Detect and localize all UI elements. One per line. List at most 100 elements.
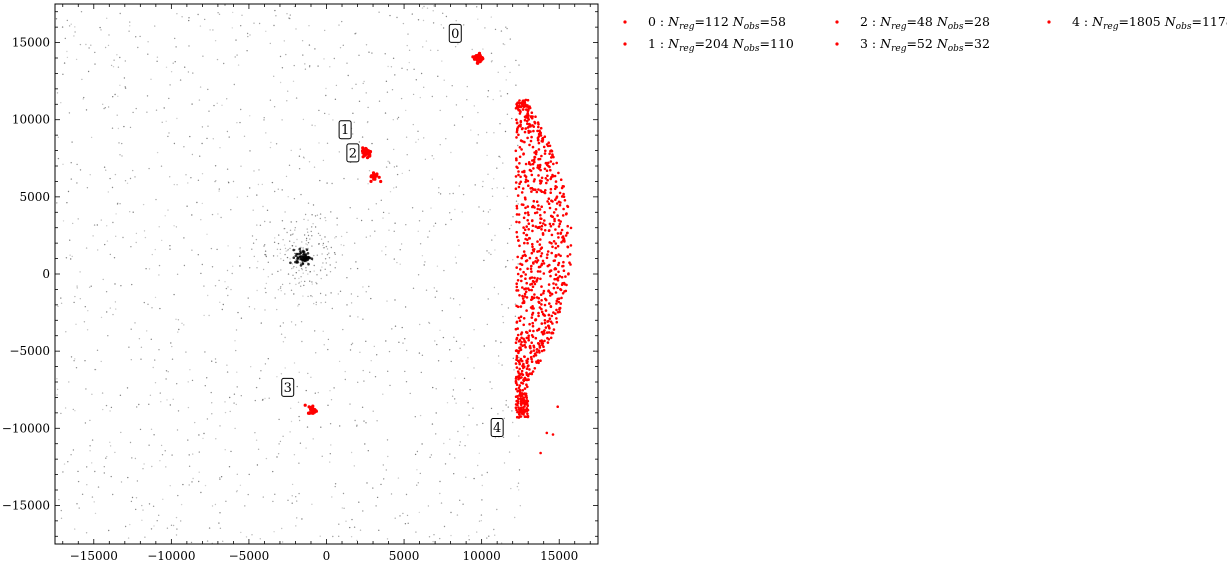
background-point bbox=[302, 54, 304, 56]
background-point bbox=[305, 257, 309, 260]
region-point bbox=[532, 167, 535, 170]
background-point bbox=[293, 198, 296, 200]
region-point bbox=[526, 238, 529, 242]
region-point bbox=[524, 162, 528, 166]
background-point bbox=[298, 168, 301, 170]
background-point bbox=[239, 121, 241, 124]
background-point bbox=[439, 492, 441, 495]
background-point bbox=[285, 53, 287, 56]
region-point bbox=[554, 254, 558, 258]
background-point bbox=[227, 181, 230, 183]
region-point bbox=[553, 187, 557, 191]
background-point bbox=[155, 198, 157, 201]
background-point bbox=[65, 257, 68, 259]
region-point bbox=[526, 364, 530, 368]
background-point bbox=[256, 267, 258, 269]
background-point bbox=[459, 316, 461, 319]
region-point bbox=[540, 228, 543, 231]
region-point bbox=[523, 241, 526, 245]
background-point bbox=[408, 49, 411, 51]
region-point bbox=[534, 318, 537, 321]
background-point bbox=[518, 356, 520, 359]
background-point bbox=[224, 4, 226, 6]
background-point bbox=[298, 462, 300, 464]
background-point bbox=[292, 256, 296, 260]
background-point bbox=[416, 469, 418, 471]
region-point bbox=[521, 389, 525, 392]
background-point bbox=[77, 218, 79, 220]
background-point bbox=[277, 289, 280, 291]
background-point bbox=[265, 254, 267, 256]
background-point bbox=[225, 500, 227, 502]
background-point bbox=[385, 80, 388, 83]
background-point bbox=[299, 261, 301, 264]
background-point bbox=[292, 274, 294, 276]
background-point bbox=[299, 251, 303, 255]
background-point bbox=[365, 44, 368, 46]
background-point bbox=[100, 316, 103, 319]
background-point bbox=[168, 132, 170, 134]
background-point bbox=[404, 306, 407, 308]
background-point bbox=[305, 237, 308, 240]
region-point bbox=[538, 301, 541, 305]
background-point bbox=[129, 523, 131, 526]
svg-text:2 : Nreg=48 Nobs=28: 2 : Nreg=48 Nobs=28 bbox=[860, 14, 990, 32]
background-point bbox=[119, 84, 121, 87]
background-point bbox=[206, 233, 208, 235]
region-point bbox=[540, 217, 543, 221]
background-point bbox=[405, 136, 408, 138]
background-point bbox=[154, 382, 157, 384]
background-point bbox=[176, 429, 179, 431]
background-point bbox=[301, 518, 303, 520]
region-point bbox=[545, 256, 549, 260]
background-point bbox=[66, 56, 69, 59]
region-point bbox=[544, 177, 548, 180]
background-point bbox=[177, 319, 180, 321]
background-point bbox=[62, 471, 64, 473]
background-point bbox=[286, 231, 288, 234]
region-point bbox=[561, 282, 564, 285]
background-point bbox=[251, 235, 254, 237]
background-point bbox=[230, 288, 232, 291]
background-point bbox=[356, 425, 358, 427]
background-point bbox=[139, 35, 141, 38]
region-point bbox=[547, 202, 551, 205]
region-point bbox=[524, 254, 527, 258]
background-point bbox=[357, 381, 359, 383]
background-point bbox=[490, 253, 492, 256]
region-point bbox=[524, 259, 528, 263]
background-point bbox=[506, 27, 508, 30]
region-point bbox=[529, 139, 533, 143]
background-point bbox=[423, 86, 425, 89]
region-point bbox=[562, 260, 565, 264]
region-point bbox=[549, 274, 552, 278]
background-point bbox=[261, 183, 263, 186]
background-point bbox=[83, 321, 86, 323]
region-point bbox=[531, 305, 534, 308]
region-point bbox=[522, 231, 526, 235]
background-point bbox=[70, 356, 73, 358]
background-point bbox=[463, 426, 465, 428]
background-point bbox=[298, 419, 301, 422]
background-point bbox=[294, 277, 296, 280]
background-point bbox=[510, 224, 512, 226]
background-point bbox=[105, 291, 108, 293]
background-point bbox=[504, 130, 507, 133]
region-point bbox=[554, 242, 558, 245]
region-point bbox=[515, 366, 519, 369]
background-point bbox=[325, 245, 328, 248]
background-point bbox=[394, 222, 396, 224]
background-point bbox=[509, 71, 511, 74]
background-point bbox=[146, 95, 149, 97]
background-point bbox=[138, 338, 141, 340]
background-point bbox=[292, 80, 295, 83]
svg-text:1 : Nreg=204 Nobs=110: 1 : Nreg=204 Nobs=110 bbox=[648, 36, 794, 54]
region-point bbox=[523, 130, 527, 134]
svg-text:4: 4 bbox=[493, 421, 501, 436]
background-point bbox=[121, 142, 123, 145]
region-point bbox=[521, 108, 525, 111]
background-point bbox=[365, 236, 367, 238]
background-point bbox=[115, 235, 117, 237]
region-point bbox=[550, 292, 554, 296]
background-point bbox=[119, 56, 121, 59]
